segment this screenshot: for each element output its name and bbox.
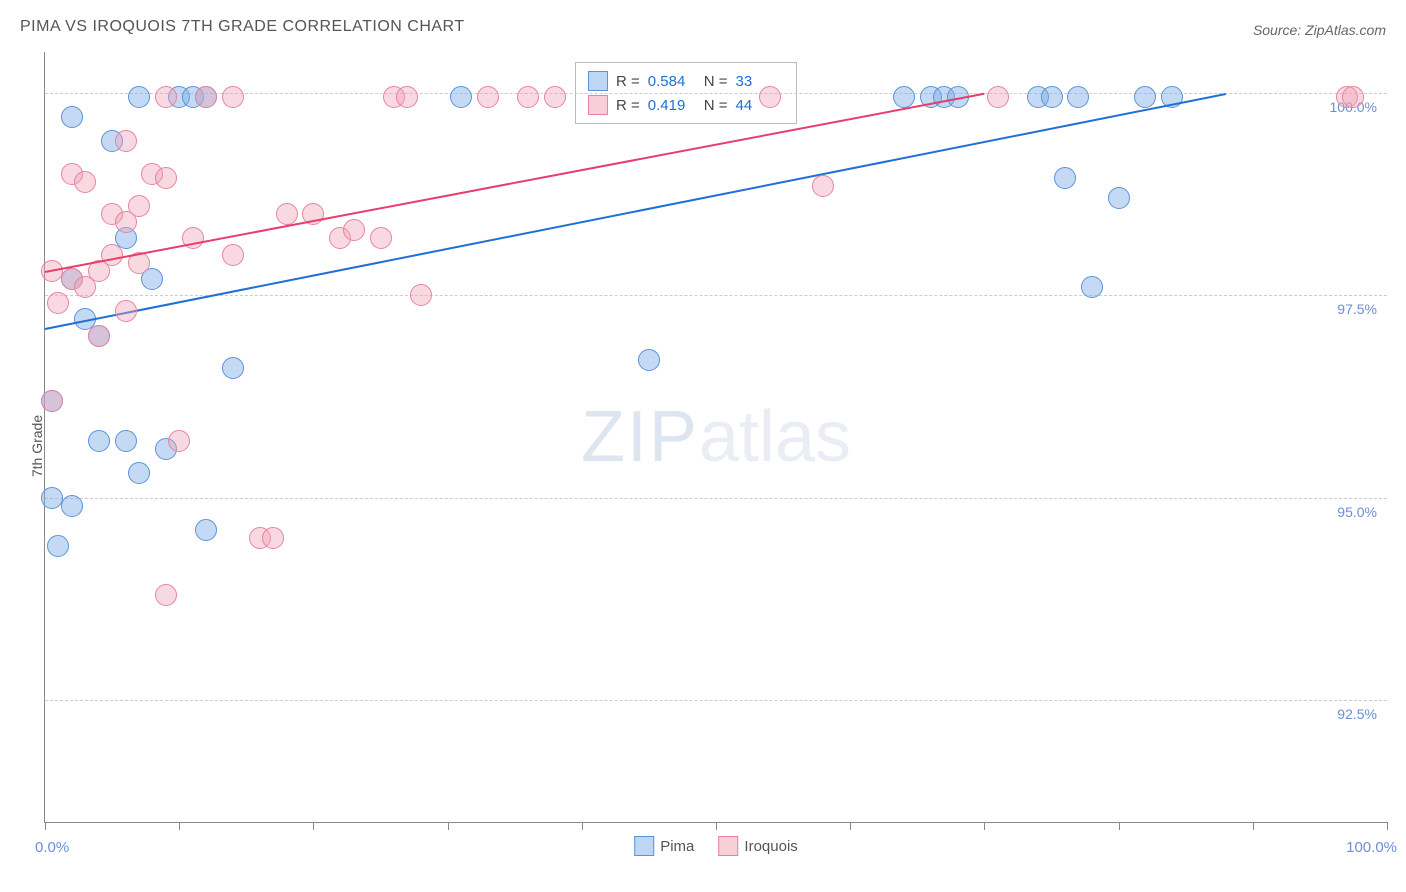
pima-trend-line (45, 93, 1226, 330)
pima-point (1081, 276, 1103, 298)
iroquois-point (987, 86, 1009, 108)
pima-point (61, 495, 83, 517)
gridline (45, 93, 1387, 94)
gridline (45, 700, 1387, 701)
pima-point (638, 349, 660, 371)
pima-point (1067, 86, 1089, 108)
pima-point (128, 462, 150, 484)
x-tick (984, 822, 985, 830)
iroquois-point (155, 167, 177, 189)
iroquois-point (168, 430, 190, 452)
x-tick (313, 822, 314, 830)
chart-container: PIMA VS IROQUOIS 7TH GRADE CORRELATION C… (0, 0, 1406, 892)
r-value: 0.419 (648, 97, 696, 114)
iroquois-point (88, 325, 110, 347)
y-tick-label: 92.5% (1337, 706, 1377, 722)
x-tick (179, 822, 180, 830)
iroquois-point (410, 284, 432, 306)
r-label: R = (616, 97, 640, 114)
legend-label: Iroquois (744, 838, 797, 855)
pima-point (41, 487, 63, 509)
iroquois-point (47, 292, 69, 314)
iroquois-swatch-icon (718, 836, 738, 856)
pima-point (47, 535, 69, 557)
iroquois-swatch-icon (588, 95, 608, 115)
iroquois-point (41, 390, 63, 412)
iroquois-point (517, 86, 539, 108)
x-tick (716, 822, 717, 830)
x-axis-min-label: 0.0% (35, 839, 69, 856)
x-tick (1119, 822, 1120, 830)
iroquois-point (155, 86, 177, 108)
n-label: N = (704, 97, 728, 114)
pima-swatch-icon (634, 836, 654, 856)
stat-row-iroquois: R =0.419N =44 (588, 93, 784, 117)
y-tick-label: 97.5% (1337, 301, 1377, 317)
iroquois-point (101, 244, 123, 266)
iroquois-point (396, 86, 418, 108)
iroquois-point (115, 130, 137, 152)
gridline (45, 295, 1387, 296)
iroquois-point (115, 300, 137, 322)
legend: Pima Iroquois (634, 836, 798, 856)
pima-point (450, 86, 472, 108)
iroquois-point (155, 584, 177, 606)
iroquois-point (343, 219, 365, 241)
iroquois-point (74, 171, 96, 193)
iroquois-trend-line (45, 93, 985, 273)
iroquois-point (759, 86, 781, 108)
pima-point (893, 86, 915, 108)
chart-title: PIMA VS IROQUOIS 7TH GRADE CORRELATION C… (20, 18, 465, 36)
legend-label: Pima (660, 838, 694, 855)
x-tick (45, 822, 46, 830)
iroquois-point (128, 195, 150, 217)
pima-point (1041, 86, 1063, 108)
iroquois-point (370, 227, 392, 249)
iroquois-point (1342, 86, 1364, 108)
x-tick (1253, 822, 1254, 830)
iroquois-point (477, 86, 499, 108)
x-tick (850, 822, 851, 830)
pima-point (88, 430, 110, 452)
r-value: 0.584 (648, 73, 696, 90)
iroquois-point (262, 527, 284, 549)
pima-point (128, 86, 150, 108)
pima-swatch-icon (588, 71, 608, 91)
pima-point (115, 430, 137, 452)
x-tick (582, 822, 583, 830)
x-tick (448, 822, 449, 830)
pima-point (61, 106, 83, 128)
x-tick (1387, 822, 1388, 830)
legend-item-pima: Pima (634, 836, 694, 856)
y-tick-label: 95.0% (1337, 504, 1377, 520)
iroquois-point (276, 203, 298, 225)
iroquois-point (544, 86, 566, 108)
watermark: ZIPatlas (581, 396, 851, 478)
iroquois-point (195, 86, 217, 108)
iroquois-point (222, 244, 244, 266)
gridline (45, 498, 1387, 499)
pima-point (1108, 187, 1130, 209)
plot-area: ZIPatlas R =0.584N =33R =0.419N =44 0.0%… (44, 52, 1387, 823)
x-axis-max-label: 100.0% (1346, 839, 1397, 856)
pima-point (1054, 167, 1076, 189)
source-label: Source: ZipAtlas.com (1253, 22, 1386, 38)
stat-row-pima: R =0.584N =33 (588, 69, 784, 93)
legend-item-iroquois: Iroquois (718, 836, 797, 856)
pima-point (222, 357, 244, 379)
y-axis-label: 7th Grade (29, 415, 45, 477)
iroquois-point (812, 175, 834, 197)
iroquois-point (222, 86, 244, 108)
pima-point (195, 519, 217, 541)
r-label: R = (616, 73, 640, 90)
pima-point (1134, 86, 1156, 108)
n-label: N = (704, 73, 728, 90)
